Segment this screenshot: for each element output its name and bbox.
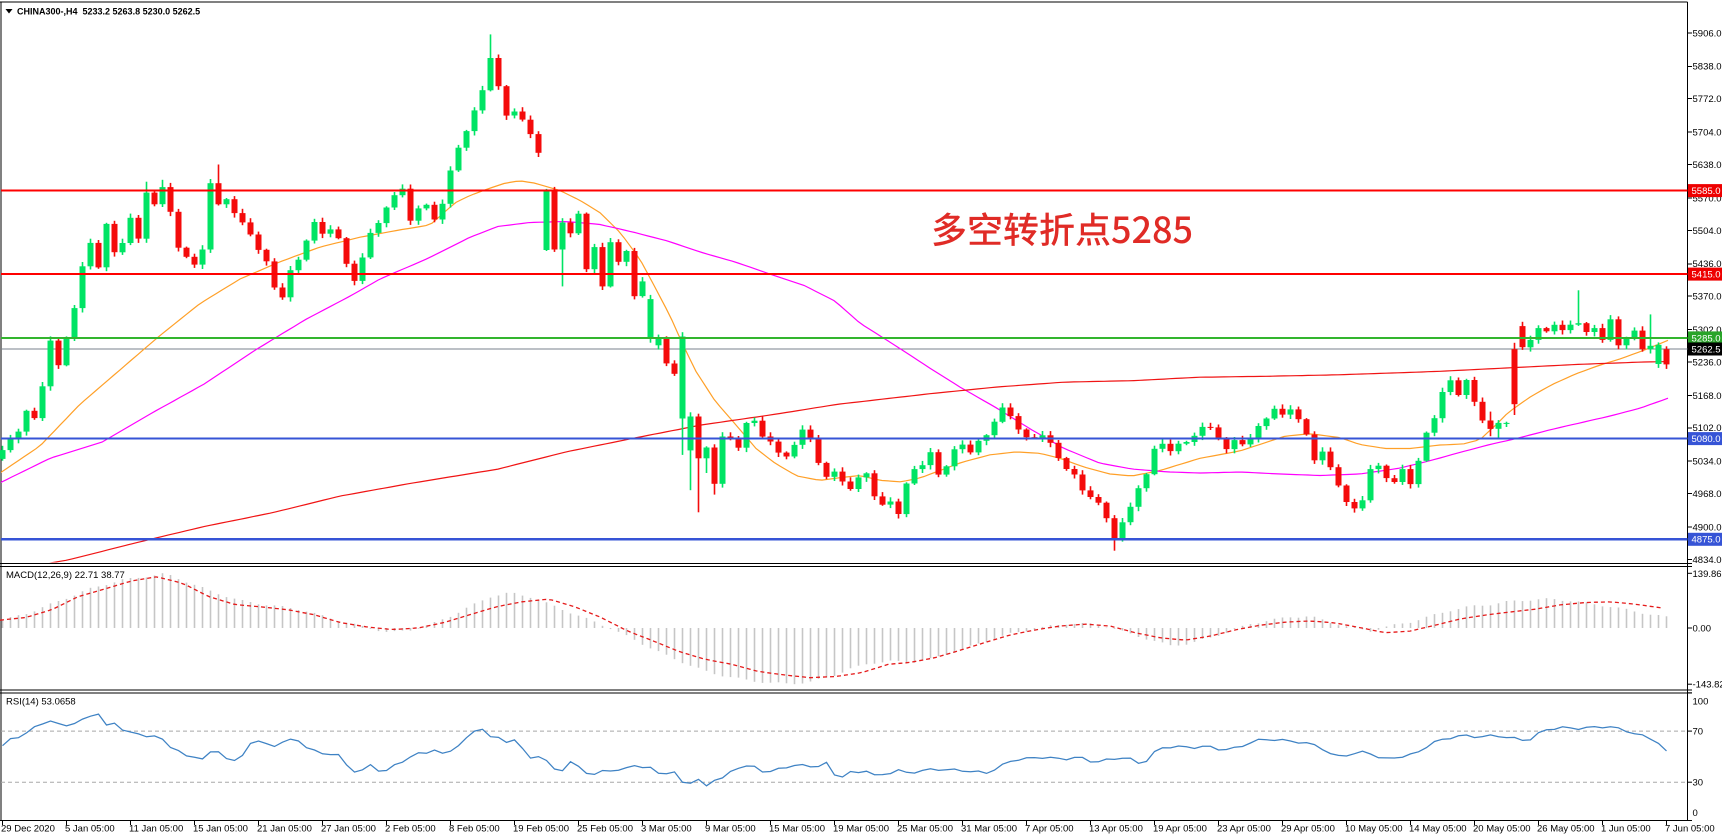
svg-text:15 Mar 05:00: 15 Mar 05:00 bbox=[769, 824, 825, 835]
svg-text:5236.0: 5236.0 bbox=[1693, 357, 1722, 368]
svg-text:25 Mar 05:00: 25 Mar 05:00 bbox=[897, 824, 953, 835]
svg-text:15 Jan 05:00: 15 Jan 05:00 bbox=[193, 824, 248, 835]
svg-text:5570.0: 5570.0 bbox=[1693, 193, 1722, 204]
svg-text:4968.0: 4968.0 bbox=[1693, 489, 1722, 500]
svg-text:5906.0: 5906.0 bbox=[1693, 28, 1722, 39]
svg-text:5262.5: 5262.5 bbox=[1692, 344, 1721, 355]
svg-text:10 May 05:00: 10 May 05:00 bbox=[1345, 824, 1403, 835]
svg-text:-143.82: -143.82 bbox=[1693, 680, 1722, 691]
svg-text:31 Mar 05:00: 31 Mar 05:00 bbox=[961, 824, 1017, 835]
svg-text:5168.0: 5168.0 bbox=[1693, 391, 1722, 402]
svg-text:7 Apr 05:00: 7 Apr 05:00 bbox=[1025, 824, 1074, 835]
svg-text:5585.0: 5585.0 bbox=[1692, 186, 1721, 197]
svg-text:5080.0: 5080.0 bbox=[1692, 434, 1721, 445]
svg-text:4834.0: 4834.0 bbox=[1693, 555, 1722, 566]
svg-text:5415.0: 5415.0 bbox=[1692, 270, 1721, 281]
svg-text:1 Jun 05:00: 1 Jun 05:00 bbox=[1601, 824, 1651, 835]
svg-text:0: 0 bbox=[1693, 808, 1698, 819]
svg-text:70: 70 bbox=[1693, 727, 1704, 738]
svg-text:23 Apr 05:00: 23 Apr 05:00 bbox=[1217, 824, 1271, 835]
svg-text:4875.0: 4875.0 bbox=[1692, 535, 1721, 546]
svg-text:139.86: 139.86 bbox=[1693, 569, 1722, 580]
svg-text:5638.0: 5638.0 bbox=[1693, 160, 1722, 171]
svg-text:RSI(14) 53.0658: RSI(14) 53.0658 bbox=[6, 697, 76, 708]
svg-text:0.00: 0.00 bbox=[1693, 623, 1712, 634]
svg-text:26 May 05:00: 26 May 05:00 bbox=[1537, 824, 1595, 835]
svg-text:11 Jan 05:00: 11 Jan 05:00 bbox=[129, 824, 183, 835]
svg-text:20 May 05:00: 20 May 05:00 bbox=[1473, 824, 1531, 835]
svg-text:5102.0: 5102.0 bbox=[1693, 423, 1722, 434]
svg-text:7 Jun 05:00: 7 Jun 05:00 bbox=[1665, 824, 1715, 835]
svg-text:5838.0: 5838.0 bbox=[1693, 62, 1722, 73]
svg-text:MACD(12,26,9) 22.71 38.77: MACD(12,26,9) 22.71 38.77 bbox=[6, 570, 125, 581]
svg-text:19 Apr 05:00: 19 Apr 05:00 bbox=[1153, 824, 1207, 835]
svg-text:5504.0: 5504.0 bbox=[1693, 226, 1722, 237]
svg-text:19 Feb 05:00: 19 Feb 05:00 bbox=[513, 824, 569, 835]
svg-text:5704.0: 5704.0 bbox=[1693, 128, 1722, 139]
svg-text:5302.0: 5302.0 bbox=[1693, 325, 1722, 336]
svg-text:5285.0: 5285.0 bbox=[1692, 333, 1721, 344]
svg-text:2 Feb 05:00: 2 Feb 05:00 bbox=[385, 824, 436, 835]
svg-text:4900.0: 4900.0 bbox=[1693, 522, 1722, 533]
svg-text:13 Apr 05:00: 13 Apr 05:00 bbox=[1089, 824, 1143, 835]
svg-text:19 Mar 05:00: 19 Mar 05:00 bbox=[833, 824, 889, 835]
svg-text:5 Jan 05:00: 5 Jan 05:00 bbox=[65, 824, 115, 835]
svg-text:8 Feb 05:00: 8 Feb 05:00 bbox=[449, 824, 500, 835]
svg-text:21 Jan 05:00: 21 Jan 05:00 bbox=[257, 824, 312, 835]
svg-text:5436.0: 5436.0 bbox=[1693, 259, 1722, 270]
svg-text:29 Dec 2020: 29 Dec 2020 bbox=[1, 824, 55, 835]
svg-text:5034.0: 5034.0 bbox=[1693, 457, 1722, 468]
svg-text:27 Jan 05:00: 27 Jan 05:00 bbox=[321, 824, 376, 835]
svg-text:3 Mar 05:00: 3 Mar 05:00 bbox=[641, 824, 692, 835]
svg-text:14 May 05:00: 14 May 05:00 bbox=[1409, 824, 1467, 835]
svg-text:5370.0: 5370.0 bbox=[1693, 292, 1722, 303]
svg-text:100: 100 bbox=[1693, 696, 1709, 707]
svg-text:29 Apr 05:00: 29 Apr 05:00 bbox=[1281, 824, 1335, 835]
svg-text:5772.0: 5772.0 bbox=[1693, 94, 1722, 105]
svg-text:25 Feb 05:00: 25 Feb 05:00 bbox=[577, 824, 633, 835]
svg-text:CHINA300-,H4 5233.2 5263.8 52: CHINA300-,H4 5233.2 5263.8 5230.0 5262.5 bbox=[17, 7, 200, 17]
svg-text:30: 30 bbox=[1693, 778, 1704, 789]
svg-text:9 Mar 05:00: 9 Mar 05:00 bbox=[705, 824, 756, 835]
